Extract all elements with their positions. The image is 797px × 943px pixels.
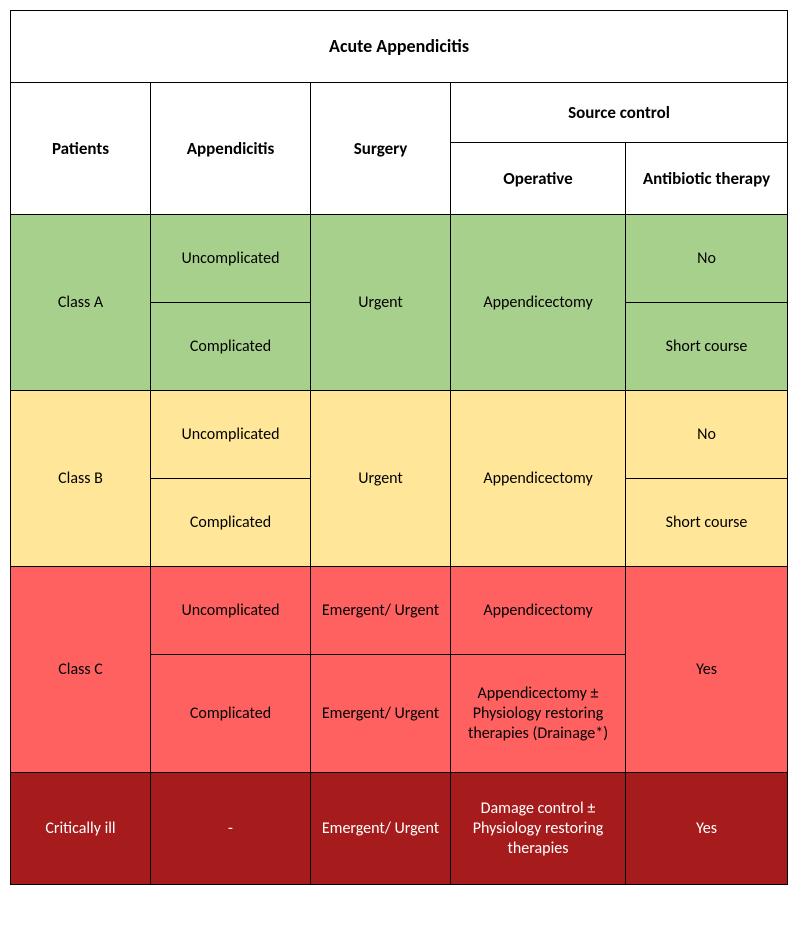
row-classB-uncomp: Class B Uncomplicated Urgent Appendicect…	[11, 391, 788, 479]
row-critical: Critically ill - Emergent/ Urgent Damage…	[11, 773, 788, 885]
cell-classC-antibiotic: Yes	[626, 567, 788, 773]
cell-critical-appendicitis: -	[151, 773, 311, 885]
cell-critical-label: Critically ill	[11, 773, 151, 885]
cell-classA-uncomp-antibiotic: No	[626, 215, 788, 303]
cell-classC-uncomp-operative: Appendicectomy	[451, 567, 626, 655]
header-antibiotic: Antibiotic therapy	[626, 143, 788, 215]
cell-classC-comp-operative: Appendicectomy ± Physiology restoring th…	[451, 655, 626, 773]
header-row-top: Patients Appendicitis Surgery Source con…	[11, 83, 788, 143]
cell-classC-uncomp-appendicitis: Uncomplicated	[151, 567, 311, 655]
cell-classB-comp-appendicitis: Complicated	[151, 479, 311, 567]
cell-classB-comp-antibiotic: Short course	[626, 479, 788, 567]
cell-classB-uncomp-appendicitis: Uncomplicated	[151, 391, 311, 479]
cell-classC-comp-surgery: Emergent/ Urgent	[311, 655, 451, 773]
cell-classB-label: Class B	[11, 391, 151, 567]
header-patients: Patients	[11, 83, 151, 215]
row-classC-uncomp: Class C Uncomplicated Emergent/ Urgent A…	[11, 567, 788, 655]
cell-classB-uncomp-antibiotic: No	[626, 391, 788, 479]
row-classA-uncomp: Class A Uncomplicated Urgent Appendicect…	[11, 215, 788, 303]
cell-classA-label: Class A	[11, 215, 151, 391]
cell-critical-antibiotic: Yes	[626, 773, 788, 885]
title-row: Acute Appendicitis	[11, 11, 788, 83]
cell-classA-operative: Appendicectomy	[451, 215, 626, 391]
appendicitis-table: Acute Appendicitis Patients Appendicitis…	[10, 10, 788, 885]
header-surgery: Surgery	[311, 83, 451, 215]
cell-classA-comp-appendicitis: Complicated	[151, 303, 311, 391]
cell-critical-operative: Damage control ± Physiology restoring th…	[451, 773, 626, 885]
cell-classA-surgery: Urgent	[311, 215, 451, 391]
cell-classB-surgery: Urgent	[311, 391, 451, 567]
cell-critical-surgery: Emergent/ Urgent	[311, 773, 451, 885]
cell-classB-operative: Appendicectomy	[451, 391, 626, 567]
header-operative: Operative	[451, 143, 626, 215]
cell-classA-comp-antibiotic: Short course	[626, 303, 788, 391]
cell-classC-uncomp-surgery: Emergent/ Urgent	[311, 567, 451, 655]
title-cell: Acute Appendicitis	[11, 11, 788, 83]
cell-classC-comp-appendicitis: Complicated	[151, 655, 311, 773]
cell-classA-uncomp-appendicitis: Uncomplicated	[151, 215, 311, 303]
cell-classC-label: Class C	[11, 567, 151, 773]
header-appendicitis: Appendicitis	[151, 83, 311, 215]
header-source-control: Source control	[451, 83, 788, 143]
